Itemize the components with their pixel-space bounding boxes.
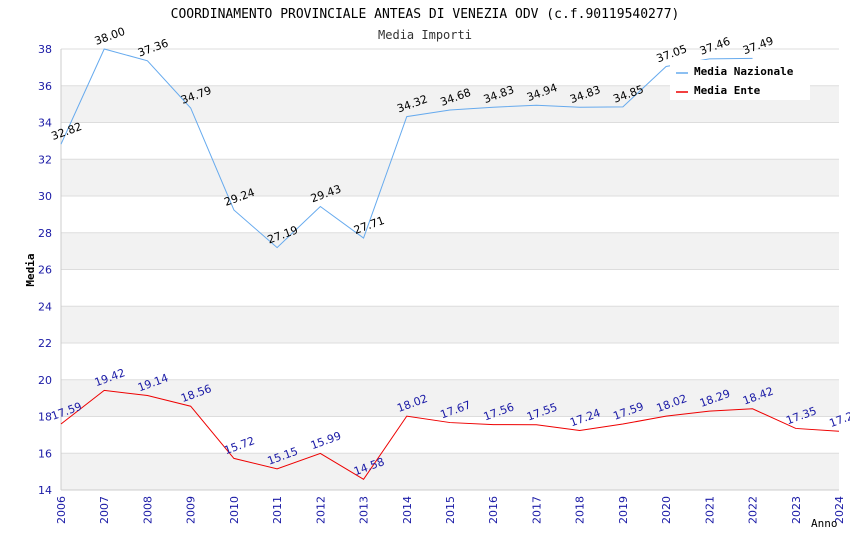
grid-band [61, 379, 839, 417]
y-tick-label: 16 [38, 447, 52, 460]
grid-band [61, 159, 839, 196]
x-tick-label: 2013 [358, 496, 371, 524]
x-tick-label: 2011 [271, 496, 284, 524]
y-tick-label: 30 [38, 190, 52, 203]
grid-band [61, 269, 839, 307]
data-label-media-nazionale: 38.00 [93, 25, 127, 48]
x-tick-label: 2010 [228, 496, 241, 524]
chart-subtitle: Media Importi [378, 28, 472, 42]
x-tick-label: 2007 [98, 496, 111, 524]
grid-band [61, 196, 839, 233]
y-axis-ticks: 14 16 18 20 22 24 26 28 30 32 34 36 38 [38, 43, 52, 497]
grid-bands [61, 49, 839, 490]
y-tick-label: 20 [38, 374, 52, 387]
y-tick-label: 26 [38, 264, 52, 277]
x-tick-label: 2023 [790, 496, 803, 524]
grid-band [61, 416, 839, 454]
x-tick-label: 2020 [660, 496, 673, 524]
y-tick-label: 14 [38, 484, 52, 497]
legend-box [670, 60, 810, 100]
y-tick-label: 36 [38, 80, 52, 93]
series-lines [60, 48, 840, 481]
y-tick-label: 24 [38, 300, 52, 313]
x-tick-label: 2015 [444, 496, 457, 524]
grid-band [61, 232, 839, 270]
grid-band [61, 122, 839, 160]
y-tick-label: 28 [38, 227, 52, 240]
chart-title: COORDINAMENTO PROVINCIALE ANTEAS DI VENE… [171, 7, 680, 22]
x-axis-label: Anno [811, 517, 838, 530]
x-tick-label: 2021 [703, 496, 716, 524]
y-tick-label: 32 [38, 153, 52, 166]
legend-label-media-nazionale: Media Nazionale [694, 65, 794, 78]
grid-lines [60, 48, 839, 491]
grid-band [61, 343, 839, 380]
x-tick-label: 2009 [185, 496, 198, 524]
x-axis-ticks: 2006 2007 2008 2009 2010 2011 2012 2013 2014 2015… [55, 496, 846, 524]
y-axis-label: Media [24, 253, 37, 286]
x-tick-label: 2016 [487, 496, 500, 524]
x-tick-label: 2018 [574, 496, 587, 524]
y-tick-label: 18 [38, 411, 52, 424]
x-tick-label: 2017 [530, 496, 543, 524]
x-tick-label: 2006 [55, 496, 68, 524]
x-tick-label: 2019 [617, 496, 630, 524]
x-tick-label: 2022 [747, 496, 760, 524]
legend: Media Nazionale Media Ente [670, 60, 810, 100]
x-tick-label: 2014 [401, 496, 414, 524]
grid-band [61, 306, 839, 343]
x-tick-label: 2008 [141, 496, 154, 524]
x-tick-label: 2024 [833, 496, 846, 524]
x-tick-label: 2012 [314, 496, 327, 524]
y-tick-label: 34 [38, 117, 52, 130]
legend-label-media-ente: Media Ente [694, 84, 761, 97]
y-tick-label: 22 [38, 337, 52, 350]
y-tick-label: 38 [38, 43, 52, 56]
grid-band [61, 453, 839, 490]
